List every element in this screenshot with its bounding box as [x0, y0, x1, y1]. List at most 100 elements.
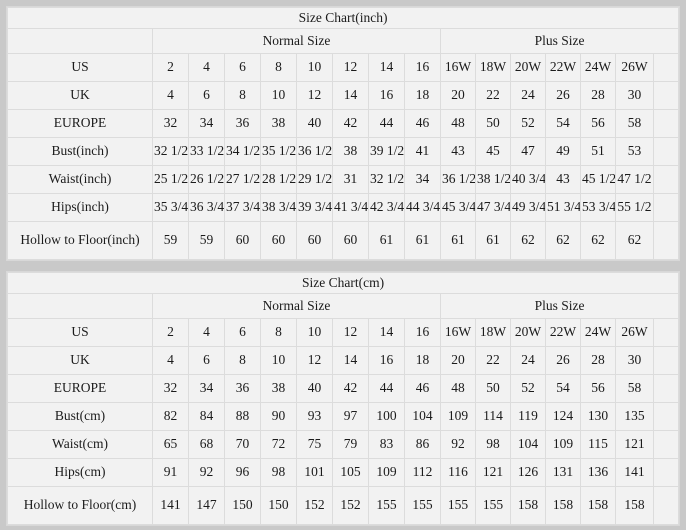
table-cell: 31: [332, 165, 369, 194]
table-cell: 53: [615, 137, 654, 166]
table-cell: 35 1/2: [260, 137, 297, 166]
table-cell: 60: [260, 221, 297, 260]
row-label: Hollow to Floor(inch): [7, 221, 153, 260]
table-cell: 56: [580, 374, 616, 403]
table-cell: 83: [368, 430, 405, 459]
table-cell: 12: [332, 53, 369, 82]
table-cell: 16: [368, 346, 405, 375]
table-cell: 98: [260, 458, 297, 487]
table-cell: 4: [152, 346, 189, 375]
table-row: US 2 4 6 8 10 12 14 16 16W 18W 20W 22W 24W 26W: [7, 53, 680, 82]
table-cell: 8: [260, 318, 297, 347]
table-cell: 2: [152, 318, 189, 347]
table-cell: 51 3/4: [545, 193, 581, 222]
table-cell: 82: [152, 402, 189, 431]
table-row: Hollow to Floor(cm) 141 147 150 150 152 152 155…: [7, 486, 680, 525]
table-cell: 121: [475, 458, 511, 487]
table-cell: 59: [152, 221, 189, 260]
row-tail-cell: [652, 193, 680, 222]
table-cell: 22W: [545, 53, 581, 82]
group-header: Plus Size: [439, 293, 680, 319]
table-cell: 28 1/2: [260, 165, 297, 194]
table-cell: 114: [475, 402, 511, 431]
table-cell: 135: [615, 402, 654, 431]
table-cell: 155: [368, 486, 405, 525]
table-cell: 60: [332, 221, 369, 260]
table-cell: 16: [404, 53, 441, 82]
table-cell: 14: [368, 53, 405, 82]
title-row: Size Chart(cm): [6, 272, 680, 294]
table-cell: 8: [260, 53, 297, 82]
table-cell: 46: [404, 374, 441, 403]
table-cell: 124: [545, 402, 581, 431]
table-cell: 32: [152, 109, 189, 138]
table-cell: 90: [260, 402, 297, 431]
table-row: UK 4 6 8 10 12 14 16 18 20 22 24 26 28 30: [7, 346, 680, 375]
table-cell: 52: [510, 374, 546, 403]
table-cell: 119: [510, 402, 546, 431]
row-tail-cell: [652, 374, 680, 403]
row-tail-cell: [652, 165, 680, 194]
table-cell: 86: [404, 430, 441, 459]
table-cell: 37 3/4: [224, 193, 261, 222]
table-cell: 60: [296, 221, 333, 260]
group-header: Normal Size: [152, 28, 441, 54]
table-cell: 47: [510, 137, 546, 166]
table-cell: 12: [296, 81, 333, 110]
row-label: US: [7, 53, 153, 82]
table-cell: 50: [475, 374, 511, 403]
table-cell: 91: [152, 458, 189, 487]
table-row: Bust(inch) 32 1/2 33 1/2 34 1/2 35 1/2 36 1/2…: [7, 137, 680, 166]
table-row: Hips(inch) 35 3/4 36 3/4 37 3/4 38 3/4 39 3/4…: [7, 193, 680, 222]
table-cell: 40: [296, 374, 333, 403]
row-label: Bust(cm): [7, 402, 153, 431]
table-cell: 6: [224, 318, 261, 347]
table-cell: 58: [615, 374, 654, 403]
table-cell: 10: [296, 53, 333, 82]
table-cell: 6: [188, 346, 225, 375]
corner-cell: [7, 28, 153, 54]
table-cell: 62: [545, 221, 581, 260]
table-cell: 26 1/2: [188, 165, 225, 194]
table-cell: 92: [440, 430, 476, 459]
table-cell: 49 3/4: [510, 193, 546, 222]
table-cell: 2: [152, 53, 189, 82]
table-cell: 14: [332, 81, 369, 110]
table-cell: 18: [404, 346, 441, 375]
table-cell: 68: [188, 430, 225, 459]
table-cell: 34: [188, 109, 225, 138]
corner-cell: [7, 293, 153, 319]
table-cell: 97: [332, 402, 369, 431]
table-cell: 51: [580, 137, 616, 166]
table-cell: 53 3/4: [580, 193, 616, 222]
table-cell: 33 1/2: [188, 137, 225, 166]
row-label: Waist(inch): [7, 165, 153, 194]
table-cell: 92: [188, 458, 225, 487]
table-cell: 126: [510, 458, 546, 487]
table-cell: 41: [404, 137, 441, 166]
table-cell: 116: [440, 458, 476, 487]
row-tail-cell: [652, 81, 680, 110]
table-cell: 38: [260, 374, 297, 403]
table-cell: 115: [580, 430, 616, 459]
chart-title: Size Chart(cm): [6, 272, 680, 294]
table-cell: 141: [615, 458, 654, 487]
table-cell: 48: [440, 109, 476, 138]
table-cell: 70: [224, 430, 261, 459]
table-cell: 43: [545, 165, 581, 194]
table-cell: 155: [404, 486, 441, 525]
size-table-cm: Size Chart(cm) Normal Size Plus Size US 2 4 6 8…: [6, 272, 680, 525]
table-cell: 62: [510, 221, 546, 260]
table-body-cm: Size Chart(cm) Normal Size Plus Size US 2 4 6 8…: [6, 272, 680, 525]
table-cell: 24: [510, 81, 546, 110]
table-cell: 147: [188, 486, 225, 525]
table-cell: 20W: [510, 318, 546, 347]
table-cell: 141: [152, 486, 189, 525]
size-chart-cm: Size Chart(cm) Normal Size Plus Size US 2 4 6 8…: [6, 271, 680, 526]
table-cell: 158: [545, 486, 581, 525]
table-cell: 46: [404, 109, 441, 138]
table-cell: 109: [545, 430, 581, 459]
table-body-inch: Size Chart(inch) Normal Size Plus Size US 2 4…: [6, 7, 680, 260]
table-cell: 104: [404, 402, 441, 431]
table-cell: 14: [332, 346, 369, 375]
